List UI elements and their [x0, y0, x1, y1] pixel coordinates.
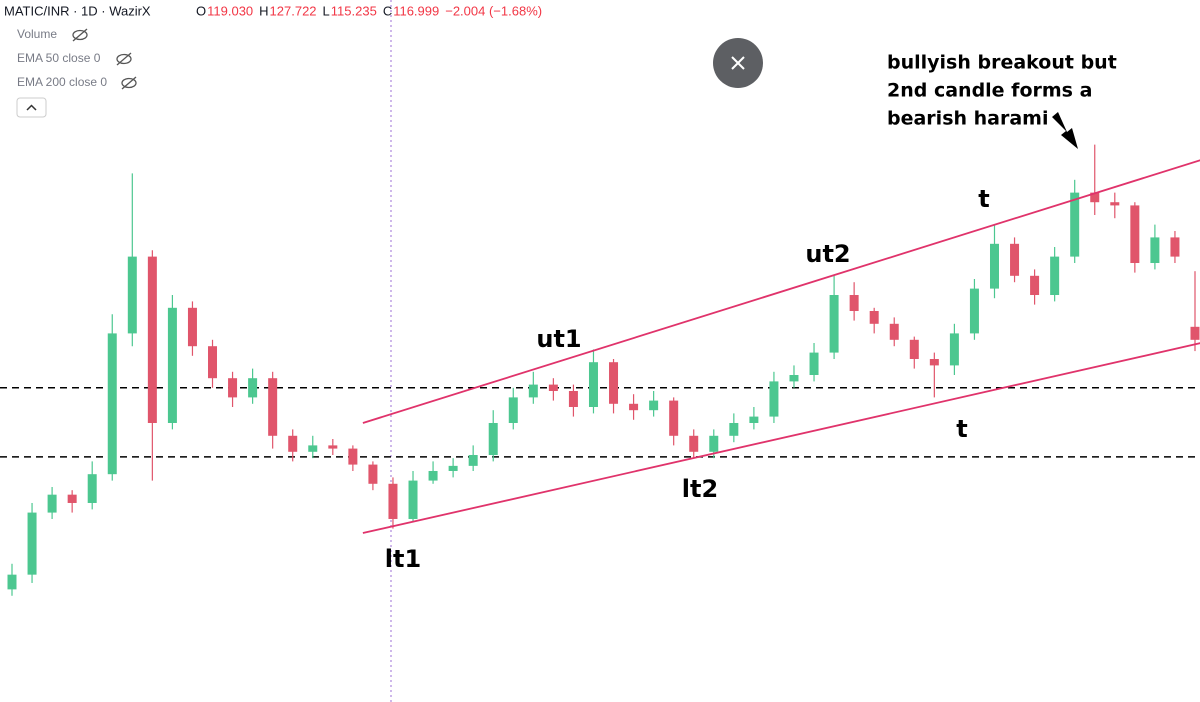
annotation: t: [956, 415, 967, 443]
candle-body: [167, 307, 177, 423]
plot: [0, 144, 1200, 596]
candle-body: [969, 288, 979, 334]
candle-body: [1110, 202, 1120, 206]
candle-body: [849, 295, 859, 312]
change: −2.004 (−1.68%): [445, 3, 542, 18]
candle-body: [1190, 326, 1200, 340]
candle-body: [629, 403, 639, 411]
trend-line: [362, 159, 1200, 424]
candle-body: [869, 311, 879, 324]
candle-body: [949, 333, 959, 366]
candle-body: [989, 243, 999, 289]
candle-body: [408, 480, 418, 519]
legend-header: MATIC/INR · 1D · WazirX O 119.030 H 127.722…: [4, 3, 542, 18]
candle-body: [909, 339, 919, 359]
candle-body: [468, 454, 478, 466]
ohlc-value: 116.999: [393, 3, 439, 18]
ohlc-value: 127.722: [270, 3, 317, 18]
candle-body: [729, 422, 739, 436]
candle-body: [127, 256, 137, 334]
candle-body: [1130, 205, 1140, 264]
candle-body: [1030, 275, 1040, 296]
indicator[interactable]: EMA 50 close 0: [17, 51, 101, 65]
candle-body: [568, 390, 578, 407]
candle-body: [208, 346, 218, 379]
chevron: [26, 104, 37, 111]
hidden-icons: [72, 28, 137, 90]
callout: bullyish breakout but: [887, 52, 1117, 74]
candle-body: [649, 400, 659, 411]
annotation: ut2: [805, 240, 850, 268]
candle-body: [228, 378, 238, 398]
candle-body: [348, 448, 358, 465]
candle-body: [308, 445, 318, 452]
symbol: MATIC/INR · 1D · WazirX: [4, 3, 151, 18]
candle-body: [107, 333, 117, 475]
candle-body: [87, 474, 97, 503]
candle-body: [749, 416, 759, 423]
ohlc-label: L: [323, 3, 330, 18]
candle-body: [669, 400, 679, 436]
callout: 2nd candle forms a: [887, 80, 1092, 102]
candle-body: [448, 465, 458, 471]
candle-body: [67, 494, 77, 503]
candle-body: [488, 422, 498, 455]
candle-body: [528, 384, 538, 398]
candle-body: [1010, 243, 1020, 276]
candle-body: [1150, 237, 1160, 264]
collapse-button[interactable]: [16, 97, 47, 118]
indicator[interactable]: EMA 200 close 0: [17, 75, 107, 89]
candle-body: [1170, 237, 1180, 257]
arrow: [1052, 112, 1078, 149]
candle-body: [829, 295, 839, 353]
candle-body: [248, 378, 258, 398]
trend-line: [362, 342, 1200, 534]
candle-body: [889, 323, 899, 340]
candle-body: [709, 435, 719, 452]
candle-body: [27, 512, 37, 575]
ohlc-label: O: [196, 3, 206, 18]
annotation: t: [978, 185, 989, 213]
candle-body: [47, 494, 57, 513]
ohlc-label: C: [383, 3, 392, 18]
candle-body: [929, 358, 939, 366]
indicator[interactable]: Volume: [17, 27, 57, 41]
candle-body: [689, 435, 699, 452]
ohlc-label: H: [259, 3, 268, 18]
candle-body: [368, 464, 378, 484]
candle-body: [769, 381, 779, 417]
candle-body: [328, 445, 338, 449]
candle-body: [7, 574, 17, 590]
candle-body: [789, 374, 799, 382]
callout: bearish harami: [887, 108, 1049, 130]
candle-body: [388, 483, 398, 519]
candle-body: [508, 397, 518, 423]
annotation: ut1: [536, 325, 581, 353]
candle-body: [1050, 256, 1060, 296]
candle-body: [588, 362, 598, 407]
candle-body: [288, 435, 298, 452]
candle-body: [809, 352, 819, 375]
candle-body: [609, 362, 619, 404]
candle-body: [187, 307, 197, 347]
candle-body: [268, 378, 278, 436]
annotation: lt2: [682, 475, 718, 503]
candle-body: [147, 256, 157, 423]
ohlc-value: 115.235: [331, 3, 377, 18]
close-icon: [731, 56, 745, 70]
candle-body: [1090, 192, 1100, 203]
annotation: lt1: [385, 545, 421, 573]
candle-body: [548, 384, 558, 391]
ohlc-value: 119.030: [207, 3, 253, 18]
candle-body: [1070, 192, 1080, 257]
candle-body: [428, 470, 438, 481]
